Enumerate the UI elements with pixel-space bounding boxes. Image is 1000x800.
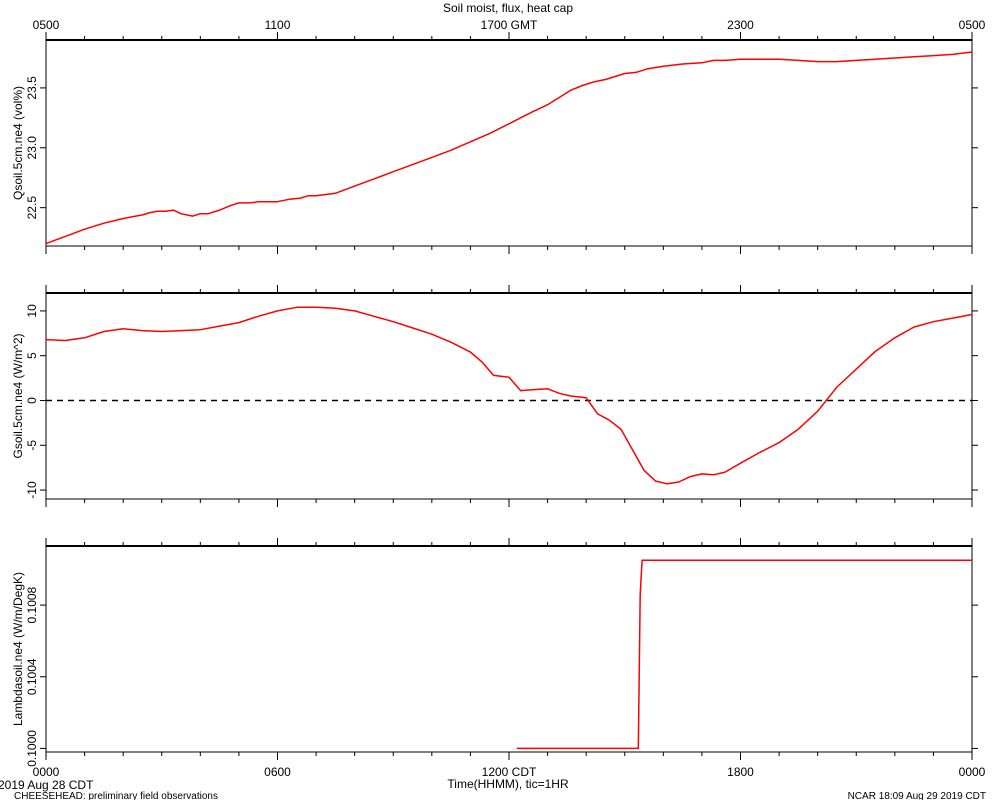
- y-tick-label: -5: [25, 440, 39, 451]
- panel-frame: [45, 545, 973, 753]
- y-axis-label: Lambdasoil.ne4 (W/m/DegK): [11, 572, 25, 726]
- y-tick-label: 23.5: [25, 76, 39, 100]
- top-tick-label: 1700 GMT: [481, 18, 538, 32]
- y-axis-label: Gsoil.5cm.ne4 (W/m^2): [11, 334, 25, 459]
- top-axis-labels: 0500 1100 1700 GMT 2300 0500: [33, 18, 986, 32]
- y-tick-label: 22.5: [25, 196, 39, 220]
- top-tick-label: 0500: [33, 18, 60, 32]
- x-axis-label: Time(HHMM), tic=1HR: [447, 777, 569, 791]
- y-tick-label: 0.1000: [25, 730, 39, 767]
- credit-label: NCAR 18:09 Aug 29 2019 CDT: [848, 791, 986, 800]
- y-tick-label: 23.0: [25, 136, 39, 160]
- date-label: 2019 Aug 28 CDT: [0, 778, 94, 792]
- y-tick-label: 5: [25, 352, 39, 359]
- y-tick-label: 0: [25, 397, 39, 404]
- y-tick-label: 0.1004: [25, 658, 39, 695]
- x-tick-label: 0600: [264, 765, 291, 779]
- x-tick-label: 0000: [33, 765, 60, 779]
- chart-title: Soil moist, flux, heat cap: [443, 1, 573, 15]
- series-line: [45, 306, 973, 485]
- y-tick-label: 0.1008: [25, 586, 39, 623]
- panel-2: -10 -5 0 5 10 Gsoil.5cm.ne4 (W/m^2): [11, 285, 978, 507]
- top-tick-label: 1100: [265, 18, 291, 32]
- series-line: [516, 559, 972, 750]
- bottom-axis-labels: 0000 0600 1200 CDT 1800 0000: [33, 765, 986, 779]
- x-tick-label: 1800: [727, 765, 754, 779]
- y-tick-label: 10: [25, 304, 39, 318]
- top-tick-label: 0500: [959, 18, 986, 32]
- panel-frame: [45, 292, 973, 500]
- x-tick-label: 1200 CDT: [482, 765, 537, 779]
- series-line: [45, 51, 973, 245]
- y-tick-label: -10: [25, 481, 39, 499]
- y-axis-label: Qsoil.5cm.ne4 (vol%): [11, 86, 25, 200]
- project-label: CHEESEHEAD: preliminary field observatio…: [14, 791, 218, 800]
- x-tick-label: 0000: [959, 765, 986, 779]
- top-tick-label: 2300: [727, 18, 754, 32]
